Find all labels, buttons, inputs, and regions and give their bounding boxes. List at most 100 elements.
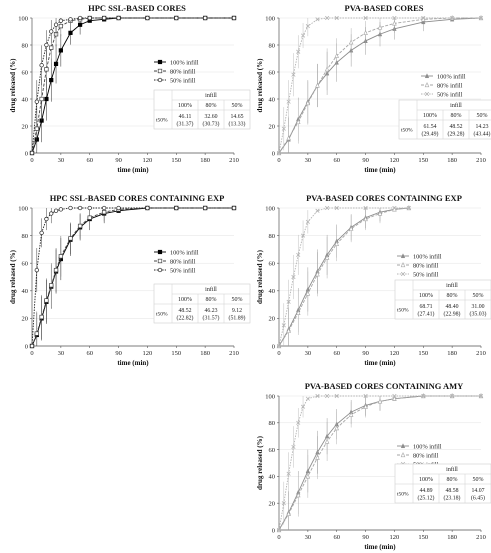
y-tick-label: 20 bbox=[269, 123, 276, 130]
y-tick-label: 0 bbox=[25, 150, 28, 157]
legend-label: 100% infill bbox=[413, 253, 442, 260]
data-point bbox=[291, 274, 296, 280]
data-point bbox=[44, 42, 49, 48]
chart-panel: PVA-BASED CORES CONTAINING EXP 0 30 60 90 120… bbox=[255, 188, 491, 367]
series-line bbox=[31, 17, 234, 154]
data-point bbox=[53, 267, 59, 273]
data-point bbox=[334, 52, 339, 58]
series-group bbox=[276, 15, 484, 156]
data-point bbox=[295, 492, 301, 498]
y-tick-label: 80 bbox=[269, 233, 276, 240]
data-point bbox=[49, 211, 54, 216]
data-point bbox=[157, 258, 163, 264]
table-header-infill: infill bbox=[446, 282, 458, 289]
series-line bbox=[278, 395, 481, 531]
series-group bbox=[29, 15, 237, 156]
data-point bbox=[34, 267, 39, 273]
t50-rsd: (43.44) bbox=[474, 131, 491, 138]
table-header-infill: infill bbox=[446, 466, 458, 473]
x-tick-label: 210 bbox=[476, 534, 486, 541]
t50-table: infill 100% 80% 50% t50% 61.54(29.49) 48.52(29… bbox=[398, 99, 491, 140]
data-point bbox=[49, 45, 54, 50]
data-point bbox=[157, 267, 163, 273]
table-column-header: 100% bbox=[419, 293, 433, 299]
t50-value: 61.54 bbox=[423, 124, 436, 130]
series-line bbox=[278, 207, 409, 347]
table-row-label: t50% bbox=[401, 128, 413, 134]
table-column-header: 80% bbox=[206, 297, 217, 303]
chart-svg: PVA-BASED CORES 0 30 60 90 120 150 180 210 0 20 40 6… bbox=[256, 3, 491, 174]
t50-rsd: (13.33) bbox=[229, 121, 246, 128]
data-point bbox=[392, 15, 397, 21]
data-point bbox=[363, 403, 368, 409]
data-point bbox=[116, 205, 121, 211]
table-header-infill: infill bbox=[450, 102, 462, 109]
x-tick-label: 90 bbox=[115, 350, 122, 357]
t50-value: 48.52 bbox=[178, 308, 191, 314]
table-column-header: 80% bbox=[451, 113, 462, 119]
x-axis-label: time (min) bbox=[117, 166, 149, 174]
data-point bbox=[334, 425, 339, 431]
data-point bbox=[58, 207, 64, 212]
x-tick-label: 60 bbox=[333, 350, 340, 357]
data-point bbox=[295, 119, 301, 125]
data-point bbox=[377, 24, 383, 30]
table-column-header: 100% bbox=[423, 113, 437, 119]
data-point bbox=[53, 22, 59, 27]
data-point bbox=[68, 30, 73, 35]
data-point bbox=[348, 411, 354, 417]
data-point bbox=[286, 299, 291, 304]
series-line bbox=[278, 395, 481, 531]
data-point bbox=[392, 395, 397, 401]
legend-label: 80% infill bbox=[437, 82, 463, 89]
data-point bbox=[305, 24, 310, 29]
t50-rsd: (31.57) bbox=[203, 315, 220, 322]
data-point bbox=[87, 205, 92, 211]
table-header-infill: infill bbox=[205, 286, 217, 293]
t50-value: 48.40 bbox=[445, 304, 458, 310]
data-point bbox=[58, 23, 64, 29]
data-point bbox=[44, 96, 49, 102]
data-point bbox=[296, 252, 301, 258]
data-point bbox=[286, 471, 291, 476]
series-line bbox=[278, 17, 482, 154]
data-point bbox=[281, 126, 286, 131]
data-point bbox=[305, 473, 311, 479]
data-point bbox=[116, 15, 121, 21]
y-tick-label: 100 bbox=[265, 15, 275, 22]
t50-rsd: (35.03) bbox=[470, 311, 487, 318]
y-tick-label: 40 bbox=[269, 288, 276, 295]
data-point bbox=[421, 393, 426, 399]
t50-value: 68.71 bbox=[419, 304, 432, 310]
data-point bbox=[157, 68, 163, 74]
t50-rsd: (29.28) bbox=[448, 131, 465, 138]
x-tick-label: 120 bbox=[390, 157, 400, 164]
series-group bbox=[29, 15, 237, 156]
data-point bbox=[296, 49, 301, 54]
x-tick-label: 0 bbox=[277, 350, 280, 357]
x-tick-label: 180 bbox=[200, 350, 210, 357]
table-column-header: 50% bbox=[477, 113, 488, 119]
t50-rsd: (31.37) bbox=[177, 121, 194, 128]
table-column-header: 100% bbox=[178, 297, 192, 303]
data-point bbox=[305, 219, 310, 224]
chart-panel: PVA-BASED CORES 0 30 60 90 120 150 180 210 0 20 40 6… bbox=[255, 2, 491, 174]
data-point bbox=[400, 443, 406, 449]
y-axis-label: drug released (%) bbox=[256, 249, 264, 304]
x-tick-label: 150 bbox=[171, 350, 181, 357]
x-tick-label: 30 bbox=[58, 157, 65, 164]
data-point bbox=[281, 323, 286, 328]
t50-rsd: (30.73) bbox=[203, 121, 220, 128]
legend-label: 80% infill bbox=[413, 262, 439, 269]
data-point bbox=[300, 233, 306, 238]
x-tick-label: 150 bbox=[418, 157, 428, 164]
data-point bbox=[53, 208, 59, 213]
x-tick-label: 120 bbox=[143, 157, 153, 164]
chart-svg: HPC SSL-BASED CORES 0 30 60 90 120 150 180 210 0 2… bbox=[9, 3, 251, 174]
data-point bbox=[400, 271, 406, 277]
data-point bbox=[334, 205, 339, 211]
data-point bbox=[44, 298, 49, 303]
data-point bbox=[315, 82, 320, 88]
t50-value: 48.58 bbox=[445, 488, 458, 494]
x-tick-label: 150 bbox=[418, 534, 428, 541]
